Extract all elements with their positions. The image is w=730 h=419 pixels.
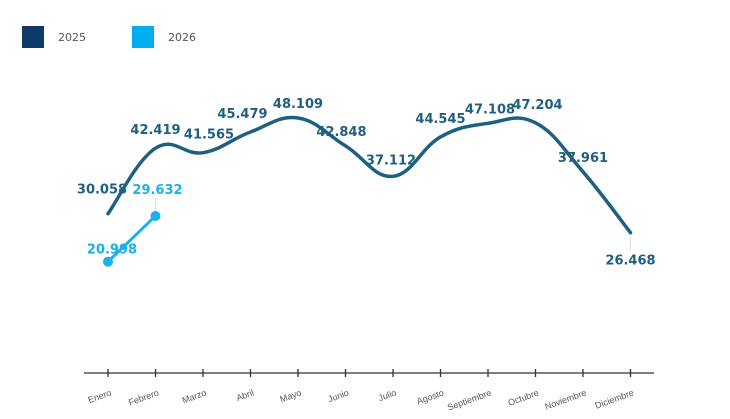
series-2025-line (106, 115, 633, 235)
data-label-2025-enero: 30.058 (77, 183, 127, 198)
legend-swatch-2026 (132, 26, 154, 48)
data-label-2025-agosto: 44.545 (415, 112, 465, 127)
data-label-2025-septiembre: 47.108 (465, 102, 515, 117)
data-label-2026-enero: 20.998 (87, 243, 137, 258)
legend-label-2025: 2025 (58, 30, 86, 44)
legend-swatch-2025 (22, 26, 44, 48)
data-point-2026-febrero (150, 210, 161, 221)
x-tick-label-abril: Abril (235, 387, 255, 403)
data-label-2026-febrero: 29.632 (132, 183, 182, 198)
data-label-2025-mayo: 48.109 (273, 97, 323, 112)
data-label-2025-marzo: 41.565 (184, 128, 234, 143)
x-tick-label-agosto: Agosto (415, 387, 445, 406)
data-label-2025-febrero: 42.419 (130, 123, 180, 138)
x-tick-label-julio: Julio (377, 387, 398, 403)
x-tick-label-junio: Junio (327, 387, 351, 404)
x-tick-label-enero: Enero (87, 387, 113, 405)
data-label-2025-abril: 45.479 (217, 107, 267, 122)
series-2026-line (106, 214, 157, 264)
data-label-2025-octubre: 47.204 (512, 98, 562, 113)
x-tick-label-septiembre: Septiembre (446, 387, 493, 412)
legend-label-2026: 2026 (168, 30, 196, 44)
x-tick-label-diciembre: Diciembre (594, 387, 635, 410)
x-tick-label-noviembre: Noviembre (543, 387, 587, 411)
legend-item-2026[interactable]: 2026 (132, 26, 196, 48)
x-tick-label-octubre: Octubre (507, 387, 541, 407)
data-label-2025-noviembre: 37.961 (558, 151, 608, 166)
legend-item-2025[interactable]: 2025 (22, 26, 86, 48)
data-point-2026-enero (103, 256, 113, 267)
data-label-2025-julio: 37.112 (366, 153, 416, 168)
x-tick-label-marzo: Marzo (181, 387, 208, 405)
data-label-2025-diciembre: 26.468 (605, 254, 655, 269)
chart-legend: 2025 2026 (22, 26, 242, 48)
x-tick-label-mayo: Mayo (279, 387, 303, 404)
x-tick-label-febrero: Febrero (127, 387, 160, 407)
data-label-2025-junio: 42.848 (316, 125, 366, 140)
